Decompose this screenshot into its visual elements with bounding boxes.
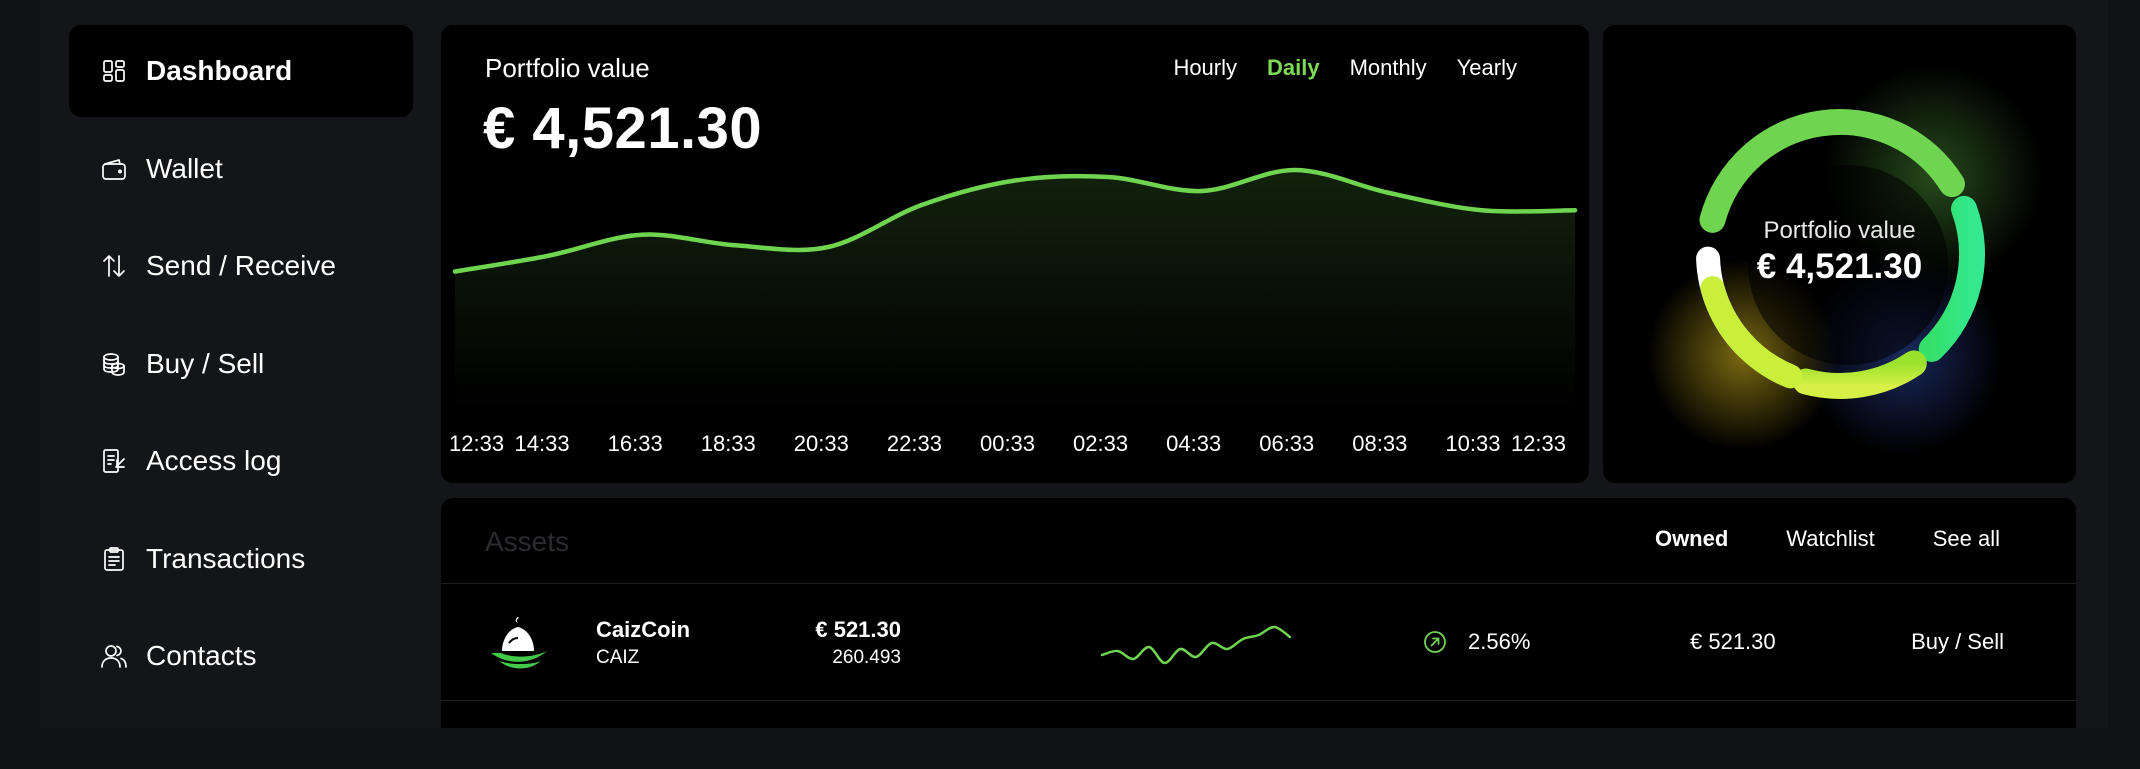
tab-watchlist[interactable]: Watchlist xyxy=(1786,526,1875,551)
x-tick-label: 04:33 xyxy=(1166,431,1221,456)
assets-header: Assets Owned Watchlist See all xyxy=(441,498,2076,584)
donut-value: € 4,521.30 xyxy=(1756,247,1923,286)
assets-card: Assets Owned Watchlist See all CaizCoin … xyxy=(441,498,2076,728)
donut-segment-lime xyxy=(1792,350,1927,399)
assets-tabs: Owned Watchlist See all xyxy=(1655,526,2000,552)
x-tick-label: 00:33 xyxy=(980,431,1035,456)
tab-yearly[interactable]: Yearly xyxy=(1456,55,1517,80)
tab-hourly[interactable]: Hourly xyxy=(1173,55,1238,80)
donut-segment-yellow xyxy=(1700,276,1803,389)
access-log-icon xyxy=(99,446,129,476)
x-tick-label: 06:33 xyxy=(1259,431,1314,456)
table-row[interactable]: CaizCoin CAIZ € 521.30 260.493 2.56% € 5… xyxy=(441,585,2076,701)
buy-sell-button[interactable]: Buy / Sell xyxy=(1911,629,2004,654)
wallet-icon xyxy=(99,154,129,184)
arrows-updown-icon xyxy=(99,251,129,281)
x-tick-label: 12:33 xyxy=(1511,431,1566,456)
tab-monthly[interactable]: Monthly xyxy=(1349,55,1427,80)
coins-icon xyxy=(99,349,129,379)
portfolio-donut-chart xyxy=(1648,65,2043,455)
tab-see-all[interactable]: See all xyxy=(1932,526,2000,551)
x-tick-label: 18:33 xyxy=(701,431,756,456)
x-tick-label: 14:33 xyxy=(515,431,570,456)
chart-area xyxy=(455,169,1575,410)
sidebar-item-label: Access log xyxy=(146,445,282,476)
sidebar-item-contacts[interactable]: Contacts xyxy=(69,610,413,702)
period-tabs: Hourly Daily Monthly Yearly xyxy=(1173,55,1517,81)
sidebar-item-buy-sell[interactable]: Buy / Sell xyxy=(69,318,413,410)
tab-daily[interactable]: Daily xyxy=(1267,55,1320,80)
sidebar-item-wallet[interactable]: Wallet xyxy=(69,123,413,215)
dashboard-icon xyxy=(99,56,129,86)
sidebar-item-send-receive[interactable]: Send / Receive xyxy=(69,220,413,312)
donut-segments xyxy=(1696,109,1985,399)
x-tick-label: 08:33 xyxy=(1352,431,1407,456)
x-axis-ticks: 12:33 14:33 16:33 18:33 20:33 22:33 00:33 02:33… xyxy=(449,431,1566,456)
sidebar: Dashboard Wallet Send / Receive Buy / Se… xyxy=(69,25,413,708)
sparkline-line xyxy=(1100,625,1292,665)
coin-symbol: CAIZ xyxy=(596,647,640,668)
sidebar-item-label: Wallet xyxy=(146,152,223,184)
users-icon xyxy=(99,641,129,671)
sidebar-item-transactions[interactable]: Transactions xyxy=(69,513,413,605)
x-tick-label: 10:33 xyxy=(1445,431,1500,456)
x-tick-label: 22:33 xyxy=(887,431,942,456)
sidebar-item-label: Send / Receive xyxy=(146,250,336,281)
sidebar-item-dashboard[interactable]: Dashboard xyxy=(69,25,413,117)
sidebar-item-label: Contacts xyxy=(146,640,257,671)
sidebar-item-access-log[interactable]: Access log xyxy=(69,415,413,507)
clipboard-icon xyxy=(99,544,129,574)
tab-owned[interactable]: Owned xyxy=(1654,526,1729,551)
coin-amount: 260.493 xyxy=(832,647,901,668)
coin-change: 2.56% xyxy=(1468,629,1531,654)
coin-sparkline xyxy=(1100,625,1292,665)
caizcoin-logo-icon xyxy=(491,617,547,669)
x-tick-label: 16:33 xyxy=(608,431,663,456)
portfolio-donut-card: Portfolio value € 4,521.30 xyxy=(1603,25,2076,483)
donut-segment-green xyxy=(1699,109,1965,233)
coin-value: € 521.30 xyxy=(1690,629,1776,654)
sidebar-item-label: Dashboard xyxy=(146,55,293,86)
donut-label: Portfolio value xyxy=(1763,217,1916,244)
x-tick-label: 02:33 xyxy=(1073,431,1128,456)
coin-name: CaizCoin xyxy=(596,617,691,642)
donut-segment-mint xyxy=(1918,195,1985,362)
x-tick-label: 20:33 xyxy=(794,431,849,456)
sidebar-item-label: Buy / Sell xyxy=(146,347,265,379)
x-tick-label: 12:33 xyxy=(449,431,504,456)
portfolio-label: Portfolio value xyxy=(485,53,650,83)
coin-price: € 521.30 xyxy=(815,617,901,642)
chart-line xyxy=(452,167,1578,274)
sidebar-item-label: Transactions xyxy=(146,542,306,574)
arrow-up-right-icon xyxy=(1424,631,1446,653)
portfolio-line-chart: 12:33 14:33 16:33 18:33 20:33 22:33 00:33 02:33… xyxy=(449,167,1578,456)
portfolio-value: € 4,521.30 xyxy=(483,96,763,161)
portfolio-chart-card: 12:33 14:33 16:33 18:33 20:33 22:33 00:33 02:33… xyxy=(441,25,1589,483)
assets-title: Assets xyxy=(485,526,570,557)
